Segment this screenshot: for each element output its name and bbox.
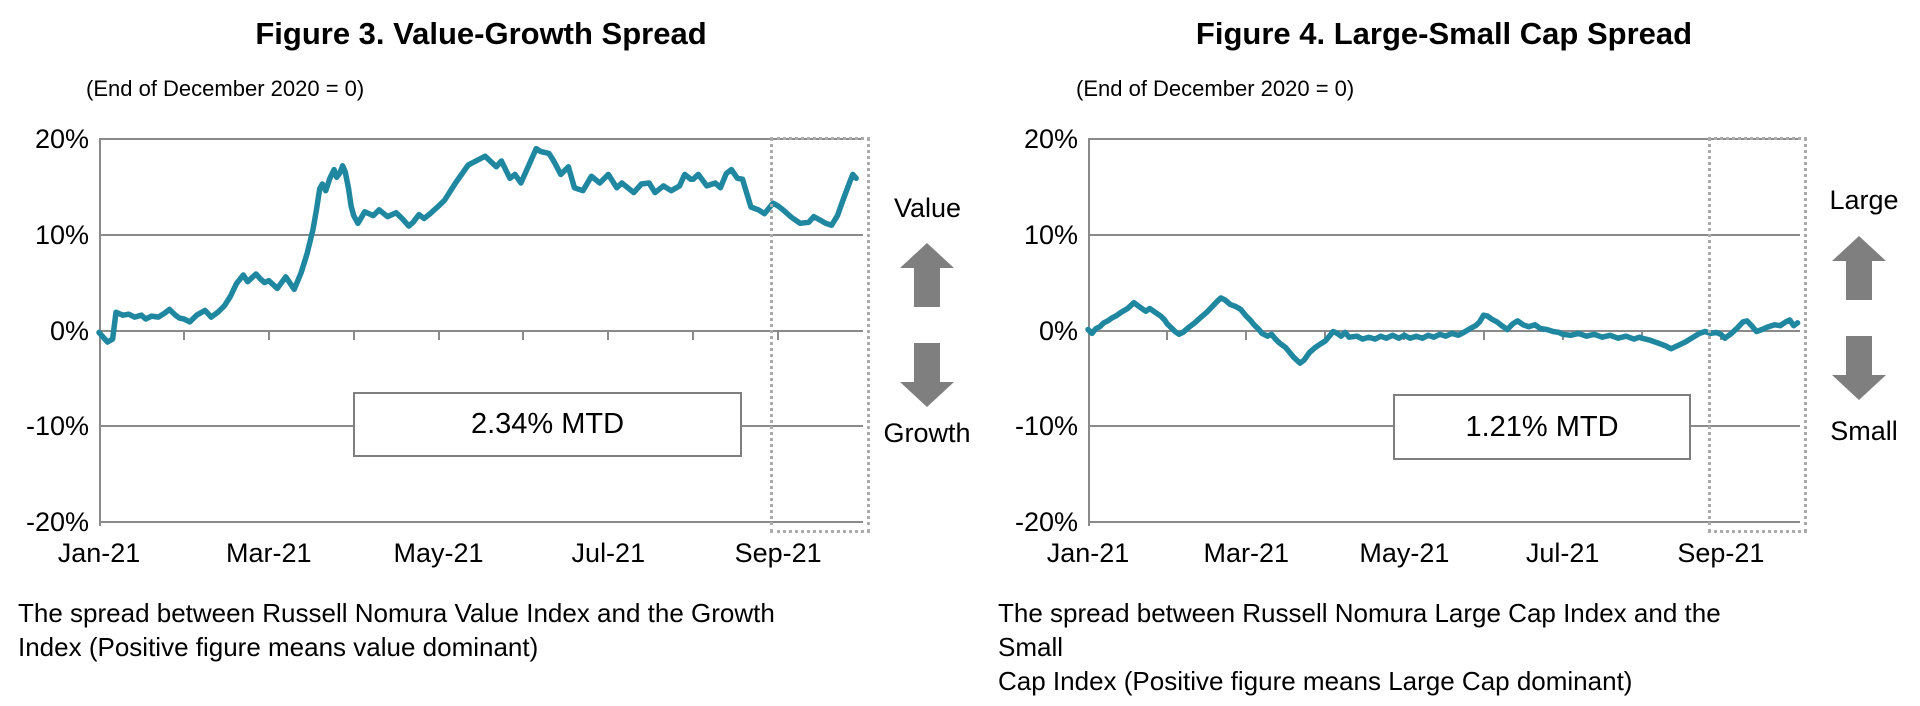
- fig3-caption-line2: Index (Positive figure means value domin…: [18, 632, 539, 662]
- fig3-mtd-label: 2.34% MTD: [470, 408, 625, 440]
- down-arrow-icon: [900, 343, 954, 407]
- fig3-caption: The spread between Russell Nomura Value …: [18, 596, 778, 664]
- fig3-down-direction-label: Growth: [883, 418, 971, 448]
- fig4-mtd-annotation-box: 1.21% MTD: [1393, 394, 1691, 460]
- gridline-20%: [99, 138, 863, 140]
- gridline-10%: [99, 233, 863, 236]
- fig4-down-direction-label: Small: [1830, 416, 1898, 446]
- fig4-caption-line2: Cap Index (Positive figure means Large C…: [998, 666, 1633, 696]
- fig4-current-month-highlight-box: [1708, 137, 1807, 533]
- y-axis-tick-label: -20%: [25, 507, 89, 537]
- x-axis-month-tick: [267, 330, 270, 340]
- y-axis-tick-label: 0%: [49, 315, 89, 346]
- fig3-caption-line1: The spread between Russell Nomura Value …: [18, 598, 775, 628]
- fig4-plot-area: 1.21% MTD 20% 10% 0% -10% -20% Jan-21 Mar-21 Ma…: [1015, 124, 1807, 568]
- gridline-10%: [1088, 233, 1800, 236]
- gridline-0%: [99, 329, 863, 332]
- up-arrow-icon: [1832, 236, 1886, 300]
- x-axis-month-tick: [1640, 330, 1643, 340]
- fig3-mtd-annotation-box: 2.34% MTD: [353, 392, 742, 457]
- x-axis-tick-label: Sep-21: [734, 538, 822, 568]
- x-axis-tick-label: Mar-21: [226, 538, 312, 568]
- x-axis-month-tick: [692, 330, 695, 340]
- fig4-up-direction-label: Large: [1829, 185, 1899, 215]
- x-axis-month-tick: [777, 330, 780, 340]
- x-axis-tick-label: May-21: [1359, 538, 1450, 568]
- x-axis-month-tick: [182, 330, 185, 340]
- y-axis-tick-label: 10%: [34, 219, 89, 250]
- x-axis-tick-label: Mar-21: [1203, 538, 1289, 568]
- gridline-0%: [1088, 329, 1800, 332]
- x-axis-month-tick: [352, 330, 355, 340]
- x-axis-month-tick: [1324, 330, 1327, 340]
- x-axis-month-tick: [522, 330, 525, 340]
- y-axis-tick-label: -10%: [1014, 411, 1078, 442]
- x-axis-month-tick: [1482, 330, 1485, 340]
- fig4-title: Figure 4. Large-Small Cap Spread: [1195, 16, 1693, 51]
- y-axis-tick-label: 10%: [1023, 219, 1078, 250]
- spread-line-series: [96, 145, 859, 345]
- x-axis-month-tick: [1245, 330, 1248, 340]
- fig3-title: Figure 3. Value-Growth Spread: [255, 16, 707, 51]
- fig3-up-direction-label: Value: [893, 193, 962, 223]
- y-axis-tick-label: 0%: [1038, 315, 1078, 346]
- y-axis-tick-label: 20%: [34, 124, 89, 154]
- fig4-mtd-label: 1.21% MTD: [1465, 410, 1619, 443]
- x-axis-month-tick: [607, 330, 610, 340]
- fig3-current-month-highlight-box: [770, 137, 870, 533]
- fig3-subtitle: (End of December 2020 = 0): [86, 76, 365, 101]
- down-arrow-icon: [1832, 336, 1886, 400]
- x-axis-tick-label: May-21: [393, 538, 484, 568]
- gridline--20%: [1088, 521, 1800, 523]
- y-axis-tick-label: -20%: [1014, 507, 1078, 537]
- y-axis-tick-label: -10%: [25, 411, 89, 442]
- fig4-caption-line1: The spread between Russell Nomura Large …: [998, 598, 1721, 662]
- fig3-plot-area: 2.34% MTD 20% 10% 0% -10% -20% Jan-21 Mar-21 Ma…: [26, 124, 870, 568]
- x-axis-tick-label: Sep-21: [1677, 538, 1765, 568]
- up-arrow-icon: [900, 243, 954, 307]
- x-axis-month-tick: [1166, 330, 1169, 340]
- fig4-caption: The spread between Russell Nomura Large …: [998, 596, 1778, 698]
- x-axis-tick-label: Jan-21: [1046, 538, 1130, 568]
- x-axis-month-tick: [437, 330, 440, 340]
- spread-line-series: [1085, 295, 1801, 366]
- x-axis-tick-label: Jan-21: [57, 538, 141, 568]
- gridline--20%: [99, 521, 863, 523]
- x-axis-tick-label: Jul-21: [1525, 538, 1600, 568]
- x-axis-tick-label: Jul-21: [571, 538, 646, 568]
- y-axis-tick-label: 20%: [1023, 124, 1078, 154]
- fig4-subtitle: (End of December 2020 = 0): [1076, 76, 1355, 101]
- gridline-20%: [1088, 138, 1800, 140]
